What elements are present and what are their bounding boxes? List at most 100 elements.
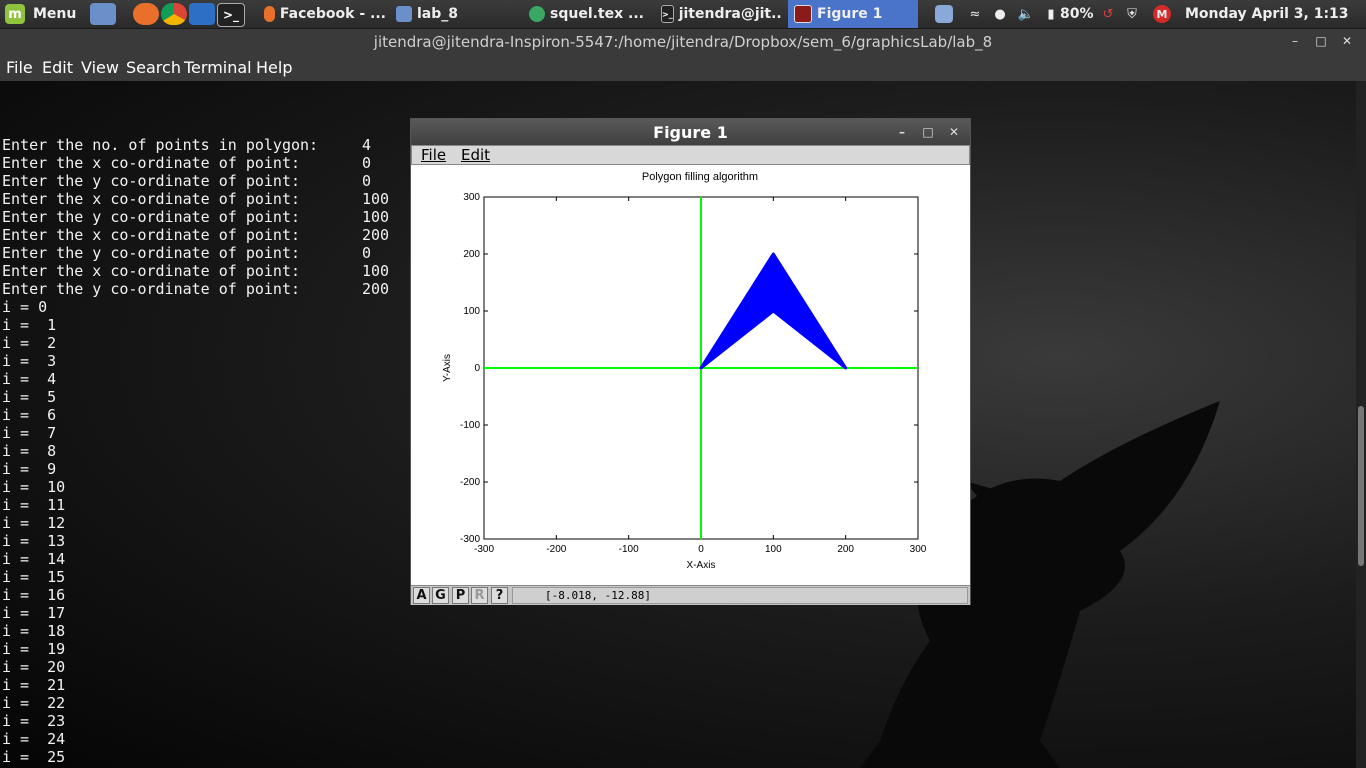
y-tick-label: -200 (460, 477, 480, 488)
raven-wallpaper (860, 401, 1220, 768)
task-facebook[interactable]: Facebook - ... (258, 0, 386, 28)
figure-menu-file[interactable]: File (421, 146, 447, 164)
prompt-line: Enter the y co-ordinate of point: (2, 244, 301, 262)
x-tick-label: 100 (765, 544, 782, 555)
prompt-line: Enter the x co-ordinate of point: (2, 226, 301, 244)
menu-terminal[interactable]: Terminal (184, 58, 252, 77)
iteration-line: i = 25 (2, 748, 66, 766)
x-tick-label: 0 (698, 544, 704, 555)
figure-menu-edit[interactable]: Edit (461, 146, 491, 164)
minimize-icon[interactable]: – (899, 125, 905, 139)
task-label: lab_8 (417, 6, 459, 22)
terminal-titlebar[interactable]: jitendra@jitendra-Inspiron-5547:/home/ji… (0, 29, 1366, 55)
iteration-line: i = 12 (2, 514, 66, 532)
filled-polygon (699, 252, 848, 370)
menu-view[interactable]: View (81, 58, 119, 77)
iteration-line: i = 20 (2, 658, 66, 676)
menu-search[interactable]: Search (126, 58, 181, 77)
files-icon[interactable] (189, 3, 215, 25)
autoscale-button[interactable]: A (413, 587, 430, 604)
x-tick-label: 200 (837, 544, 854, 555)
task-squel[interactable]: squel.tex ... (523, 0, 651, 28)
prompt-value: 0 (362, 154, 372, 172)
iteration-line: i = 1 (2, 316, 57, 334)
iteration-line: i = 0 (2, 298, 48, 316)
avatar-icon[interactable] (935, 5, 953, 23)
maximize-icon[interactable]: □ (922, 125, 934, 139)
iteration-line: i = 5 (2, 388, 57, 406)
y-tick-label: 200 (463, 249, 480, 260)
prompt-value: 0 (362, 244, 372, 262)
reset-button[interactable]: R (471, 587, 488, 604)
x-axis-label: X-Axis (687, 560, 716, 571)
y-tick-label: 0 (474, 363, 480, 374)
user-icon[interactable]: ● (994, 6, 1006, 22)
menu-help[interactable]: Help (256, 58, 293, 77)
prompt-line: Enter the x co-ordinate of point: (2, 190, 301, 208)
iteration-line: i = 3 (2, 352, 57, 370)
menu-label: Menu (33, 6, 77, 22)
figure-statusbar: A G P R ? [-8.018, -12.88] (411, 585, 970, 605)
iteration-line: i = 9 (2, 460, 57, 478)
iteration-line: i = 17 (2, 604, 66, 622)
iteration-line: i = 19 (2, 640, 66, 658)
task-label: Facebook - ... (279, 6, 386, 22)
iteration-line: i = 11 (2, 496, 66, 514)
close-icon[interactable]: ✕ (948, 125, 960, 139)
prompt-value: 4 (362, 136, 372, 154)
iteration-line: i = 23 (2, 712, 66, 730)
terminal-scrollbar[interactable] (1356, 81, 1366, 768)
clock[interactable]: Monday April 3, 1:13 (1185, 6, 1349, 22)
prompt-value: 100 (362, 190, 390, 208)
firefox-icon (264, 6, 275, 22)
update-icon[interactable]: ↺ (1102, 6, 1114, 22)
prompt-value: 100 (362, 262, 390, 280)
iteration-line: i = 8 (2, 442, 57, 460)
x-tick-label: -200 (546, 544, 566, 555)
print-button[interactable]: P (452, 587, 469, 604)
y-tick-label: -300 (460, 534, 480, 545)
firefox-icon[interactable] (133, 3, 159, 25)
grid-button[interactable]: G (432, 587, 449, 604)
close-icon[interactable]: ✕ (1341, 34, 1353, 48)
iteration-line: i = 22 (2, 694, 66, 712)
shield-icon[interactable]: ⛨ (1127, 6, 1137, 22)
scrollbar-thumb[interactable] (1358, 406, 1364, 566)
task-lab8[interactable]: lab_8 (390, 0, 518, 28)
wifi-icon[interactable]: ≈ (969, 6, 981, 22)
chart-title: Polygon filling algorithm (642, 171, 758, 183)
maximize-icon[interactable]: □ (1315, 34, 1327, 48)
task-terminal[interactable]: >_ jitendra@jit... (655, 0, 783, 28)
iteration-line: i = 13 (2, 532, 66, 550)
minimize-icon[interactable]: – (1292, 34, 1298, 48)
gmail-icon[interactable]: M (1153, 5, 1171, 23)
polygon-plot[interactable]: Polygon filling algorithm -300 -200 -100 0 1… (411, 165, 970, 585)
chrome-icon[interactable] (161, 3, 187, 25)
figure-titlebar[interactable]: Figure 1 – □ ✕ (411, 119, 970, 145)
terminal-launcher-icon[interactable]: >_ (217, 3, 245, 27)
iteration-line: i = 2 (2, 334, 57, 352)
menu-file[interactable]: File (6, 58, 33, 77)
menu-edit[interactable]: Edit (42, 58, 73, 77)
prompt-line: Enter the y co-ordinate of point: (2, 280, 301, 298)
x-tick-label: -300 (474, 544, 494, 555)
terminal-icon: >_ (661, 5, 674, 23)
battery-icon[interactable]: ▮ (1047, 6, 1055, 22)
help-button[interactable]: ? (491, 587, 508, 604)
figure-window: Figure 1 – □ ✕ File Edit Polygon filling… (410, 118, 971, 605)
iteration-line: i = 15 (2, 568, 66, 586)
task-figure1[interactable]: Figure 1 (788, 0, 918, 28)
y-axis-label: Y-Axis (442, 354, 453, 382)
iteration-line: i = 16 (2, 586, 66, 604)
y-tick-label: -100 (460, 420, 480, 431)
iteration-line: i = 6 (2, 406, 57, 424)
task-label: Figure 1 (817, 6, 883, 22)
menu-button[interactable]: m Menu (0, 0, 86, 28)
terminal-title: jitendra@jitendra-Inspiron-5547:/home/ji… (373, 33, 993, 51)
top-panel: m Menu >_ Facebook - ... lab_8 squel.tex… (0, 0, 1366, 29)
show-desktop-icon[interactable] (90, 3, 116, 25)
figure-menubar: File Edit (411, 145, 970, 165)
volume-icon[interactable]: 🔈 (1017, 6, 1035, 22)
iteration-line: i = 14 (2, 550, 66, 568)
prompt-line: Enter the no. of points in polygon: (2, 136, 319, 154)
